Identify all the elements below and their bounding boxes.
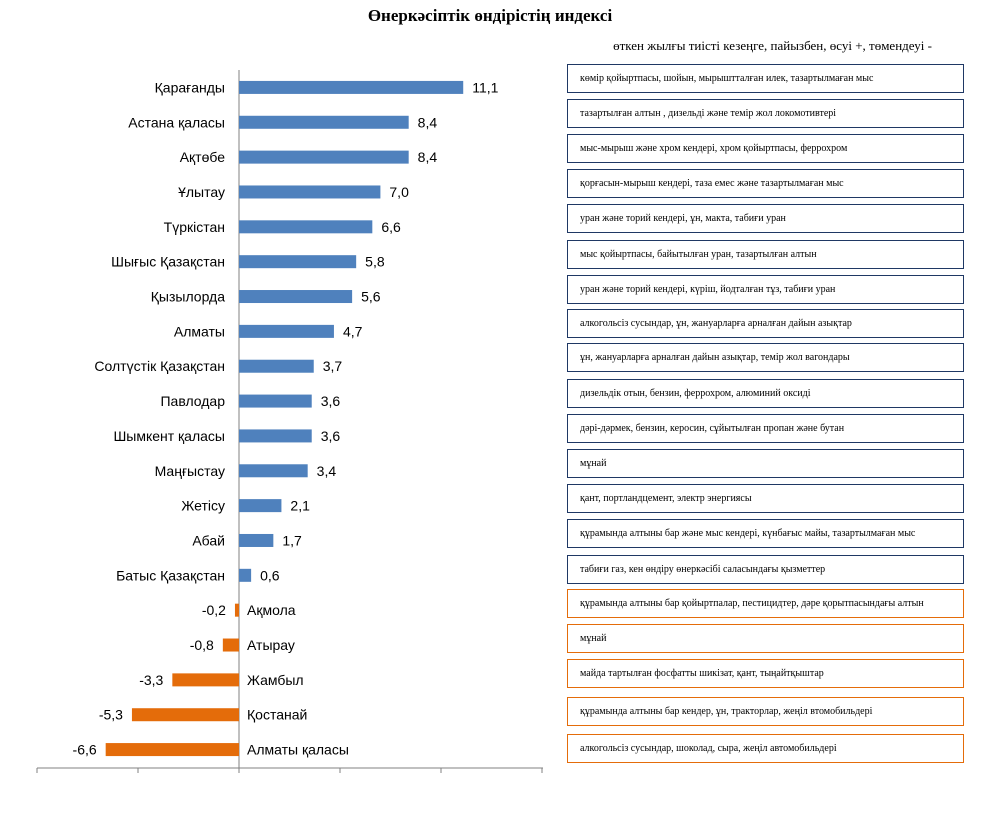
data-label: 5,8: [365, 254, 385, 270]
note-box: мыс қойыртпасы, байытылған уран, тазарты…: [567, 240, 964, 269]
note-box: қорғасын-мырыш кендері, таза емес және т…: [567, 169, 964, 198]
category-label: Қостанай: [247, 707, 307, 723]
bar: [222, 638, 239, 652]
data-label: 1,7: [282, 532, 302, 548]
data-label: 7,0: [389, 184, 409, 200]
category-label: Астана қаласы: [128, 114, 225, 130]
note-box: құрамында алтыны бар және мыс кендері, к…: [567, 519, 964, 548]
category-label: Жамбыл: [247, 672, 304, 688]
chart-title: Өнеркәсіптік өндірістің индексі: [367, 6, 613, 25]
data-label: 5,6: [361, 289, 381, 305]
bar: [239, 464, 308, 478]
category-label: Түркістан: [164, 219, 225, 235]
note-box: дәрі-дәрмек, бензин, керосин, сұйытылған…: [567, 414, 964, 443]
note-box: уран және торий кендері, ұн, макта, таби…: [567, 204, 964, 233]
bar: [239, 568, 252, 582]
note-box: табиғи газ, кен өндіру өнеркәсібі саласы…: [567, 555, 964, 584]
category-label: Батыс Қазақстан: [116, 567, 225, 583]
bar: [239, 290, 353, 304]
bar: [131, 708, 239, 722]
bar: [105, 743, 240, 757]
data-label: 3,6: [321, 428, 341, 444]
bar: [239, 533, 274, 547]
bar: [239, 359, 314, 373]
data-label: 11,1: [472, 79, 498, 95]
category-label: Маңғыстау: [155, 463, 225, 479]
category-label: Жетісу: [181, 498, 225, 514]
data-label: -0,2: [202, 602, 226, 618]
note-box: қант, портландцемент, электр энергиясы: [567, 484, 964, 513]
note-box: алкогольсіз сусындар, ұн, жануарларға ар…: [567, 309, 964, 338]
category-label: Солтүстік Қазақстан: [94, 358, 225, 374]
bar: [239, 80, 464, 94]
bar: [239, 499, 282, 513]
category-label: Павлодар: [160, 393, 225, 409]
data-label: 2,1: [290, 498, 310, 514]
category-label: Қызылорда: [151, 289, 225, 305]
note-box: құрамында алтыны бар кендер, ұн, трактор…: [567, 697, 964, 726]
data-label: 0,6: [260, 567, 280, 583]
bar: [234, 603, 239, 617]
data-label: 3,4: [317, 463, 337, 479]
note-box: құрамында алтыны бар қойыртпалар, пестиц…: [567, 589, 964, 618]
category-label: Шымкент қаласы: [113, 428, 225, 444]
bar: [239, 150, 409, 164]
bar-chart: Қарағанды 11,1 Астана қаласы 8,4 Ақтөбе 8,4 Ұл…: [36, 70, 543, 773]
bar: [239, 255, 357, 269]
category-label: Алматы: [174, 323, 225, 339]
category-label: Қарағанды: [155, 79, 225, 95]
note-box: тазартылған алтын , дизельді және темір …: [567, 99, 964, 128]
bar: [239, 115, 409, 129]
note-box: уран және торий кендері, күріш, йодталға…: [567, 275, 964, 304]
category-label: Абай: [192, 532, 225, 548]
data-label: -6,6: [73, 742, 97, 758]
note-box: алкогольсіз сусындар, шоколад, сыра, жең…: [567, 734, 964, 763]
note-box: ұн, жануарларға арналған дайын азықтар, …: [567, 343, 964, 372]
bar: [239, 429, 312, 443]
data-label: 4,7: [343, 323, 363, 339]
category-label: Ақтөбе: [180, 149, 226, 165]
chart-subtitle: өткен жылғы тиісті кезеңге, пайызбен, өс…: [613, 38, 932, 53]
note-box: майда тартылған фосфатты шикізат, қант, …: [567, 659, 964, 688]
bar: [172, 673, 239, 687]
bar: [239, 394, 312, 408]
category-label: Ақмола: [247, 602, 296, 618]
category-label: Атырау: [247, 637, 295, 653]
data-label: -3,3: [139, 672, 163, 688]
note-box: мұнай: [567, 624, 964, 653]
category-label: Шығыс Қазақстан: [111, 254, 225, 270]
bar: [239, 185, 381, 199]
data-label: 6,6: [381, 219, 401, 235]
data-label: 3,7: [323, 358, 343, 374]
data-label: 8,4: [418, 114, 438, 130]
data-label: -0,8: [190, 637, 214, 653]
data-label: -5,3: [99, 707, 123, 723]
data-label: 3,6: [321, 393, 341, 409]
bar: [239, 324, 334, 338]
note-box: мыс-мырыш және хром кендері, хром қойырт…: [567, 134, 964, 163]
note-box: мұнай: [567, 449, 964, 478]
note-box: көмір қойыртпасы, шойын, мырыштталған ил…: [567, 64, 964, 93]
data-label: 8,4: [418, 149, 438, 165]
bar: [239, 220, 373, 234]
category-label: Ұлытау: [178, 184, 225, 200]
note-box: дизельдік отын, бензин, феррохром, алюми…: [567, 379, 964, 408]
category-label: Алматы қаласы: [247, 742, 349, 758]
